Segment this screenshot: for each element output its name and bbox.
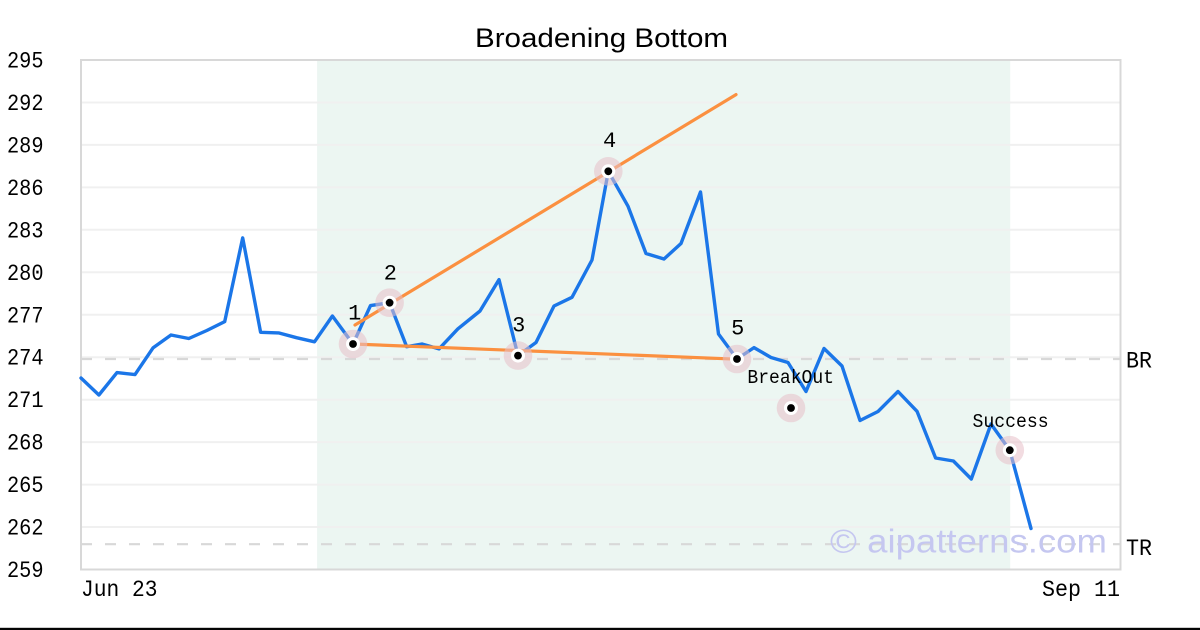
svg-text:268: 268	[7, 431, 44, 458]
svg-text:Sep 11: Sep 11	[1042, 577, 1120, 604]
svg-text:271: 271	[7, 388, 44, 415]
svg-text:262: 262	[7, 516, 44, 543]
svg-text:Broadening Bottom: Broadening Bottom	[475, 23, 728, 53]
svg-text:TR: TR	[1126, 536, 1152, 563]
svg-text:5: 5	[731, 316, 744, 341]
svg-text:© aipatterns.com: © aipatterns.com	[830, 523, 1107, 560]
svg-text:2: 2	[384, 261, 397, 286]
svg-text:3: 3	[512, 314, 525, 339]
svg-text:292: 292	[7, 91, 44, 118]
svg-text:280: 280	[7, 261, 44, 288]
svg-text:BR: BR	[1126, 349, 1152, 376]
svg-text:274: 274	[7, 346, 44, 373]
svg-text:4: 4	[603, 129, 616, 154]
svg-text:BreakOut: BreakOut	[747, 367, 834, 389]
svg-text:265: 265	[7, 473, 44, 500]
svg-text:1: 1	[348, 301, 361, 326]
svg-text:Jun 23: Jun 23	[81, 577, 158, 604]
svg-text:Success: Success	[973, 411, 1049, 433]
svg-text:259: 259	[7, 558, 44, 585]
svg-text:283: 283	[7, 218, 44, 245]
svg-text:289: 289	[7, 133, 44, 160]
svg-text:277: 277	[7, 303, 44, 330]
svg-text:295: 295	[7, 49, 44, 76]
svg-text:286: 286	[7, 176, 44, 203]
